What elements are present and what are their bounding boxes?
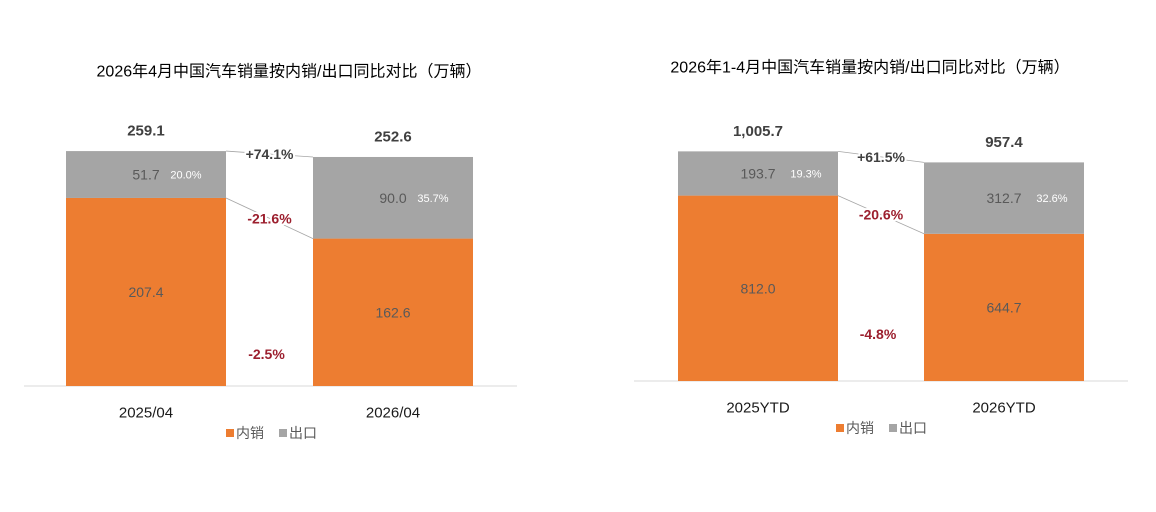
total-label: 957.4 <box>985 134 1023 151</box>
connector-line-export <box>837 150 925 163</box>
bar-domestic-0 <box>66 197 226 386</box>
yoy-label-domestic: -21.6% <box>247 210 292 226</box>
yoy-label-export: +61.5% <box>857 149 905 165</box>
bar-export-1 <box>313 156 473 239</box>
chart-title: 2026年1-4月中国汽车销量按内销/出口同比对比（万辆） <box>670 59 1069 77</box>
legend-swatch-export <box>279 429 287 437</box>
bar-domestic-1 <box>924 233 1084 381</box>
data-label-domestic: 162.6 <box>375 304 410 320</box>
chart-monthly-comparison: 2026年4月中国汽车销量按内销/出口同比对比（万辆） 207.4 51.7 20.0… <box>24 63 517 441</box>
yoy-label-export: +74.1% <box>246 146 294 162</box>
legend-label-domestic: 内销 <box>236 425 264 441</box>
yoy-label-domestic: -20.6% <box>859 207 904 223</box>
data-label-export: 51.7 <box>132 167 159 183</box>
category-label: 2025YTD <box>726 400 790 417</box>
bar-export-1 <box>924 162 1084 234</box>
share-label: 35.7% <box>417 193 448 205</box>
connector-line-export <box>225 150 314 158</box>
data-label-domestic: 644.7 <box>986 299 1021 315</box>
category-label: 2025/04 <box>119 405 173 422</box>
total-label: 259.1 <box>127 123 165 140</box>
legend-label-domestic: 内销 <box>846 420 874 436</box>
legend-swatch-domestic <box>226 429 234 437</box>
yoy-label-total: -4.8% <box>860 326 897 342</box>
data-label-export: 193.7 <box>740 165 775 181</box>
total-label: 1,005.7 <box>733 123 783 140</box>
data-label-domestic: 812.0 <box>740 280 775 296</box>
share-label: 32.6% <box>1036 193 1067 205</box>
connector-line-domestic <box>837 195 925 235</box>
category-label: 2026YTD <box>972 400 1036 417</box>
bar-export-0 <box>66 151 226 198</box>
chart-ytd-comparison: 2026年1-4月中国汽车销量按内销/出口同比对比（万辆） 812.0 193.7 1… <box>634 59 1128 436</box>
data-label-export: 90.0 <box>379 190 406 206</box>
total-label: 252.6 <box>374 128 412 145</box>
connector-line-domestic <box>225 197 314 239</box>
bar-domestic-0 <box>678 195 838 381</box>
share-label: 20.0% <box>170 170 201 182</box>
data-label-domestic: 207.4 <box>128 284 163 300</box>
data-label-export: 312.7 <box>986 190 1021 206</box>
legend-label-export: 出口 <box>289 425 317 441</box>
legend-swatch-domestic <box>836 424 844 432</box>
share-label: 19.3% <box>790 168 821 180</box>
legend-swatch-export <box>889 424 897 432</box>
category-label: 2026/04 <box>366 405 420 422</box>
bar-export-0 <box>678 151 838 196</box>
yoy-label-total: -2.5% <box>248 346 285 362</box>
legend-label-export: 出口 <box>899 420 927 436</box>
chart-title: 2026年4月中国汽车销量按内销/出口同比对比（万辆） <box>97 63 482 81</box>
bar-domestic-1 <box>313 238 473 386</box>
